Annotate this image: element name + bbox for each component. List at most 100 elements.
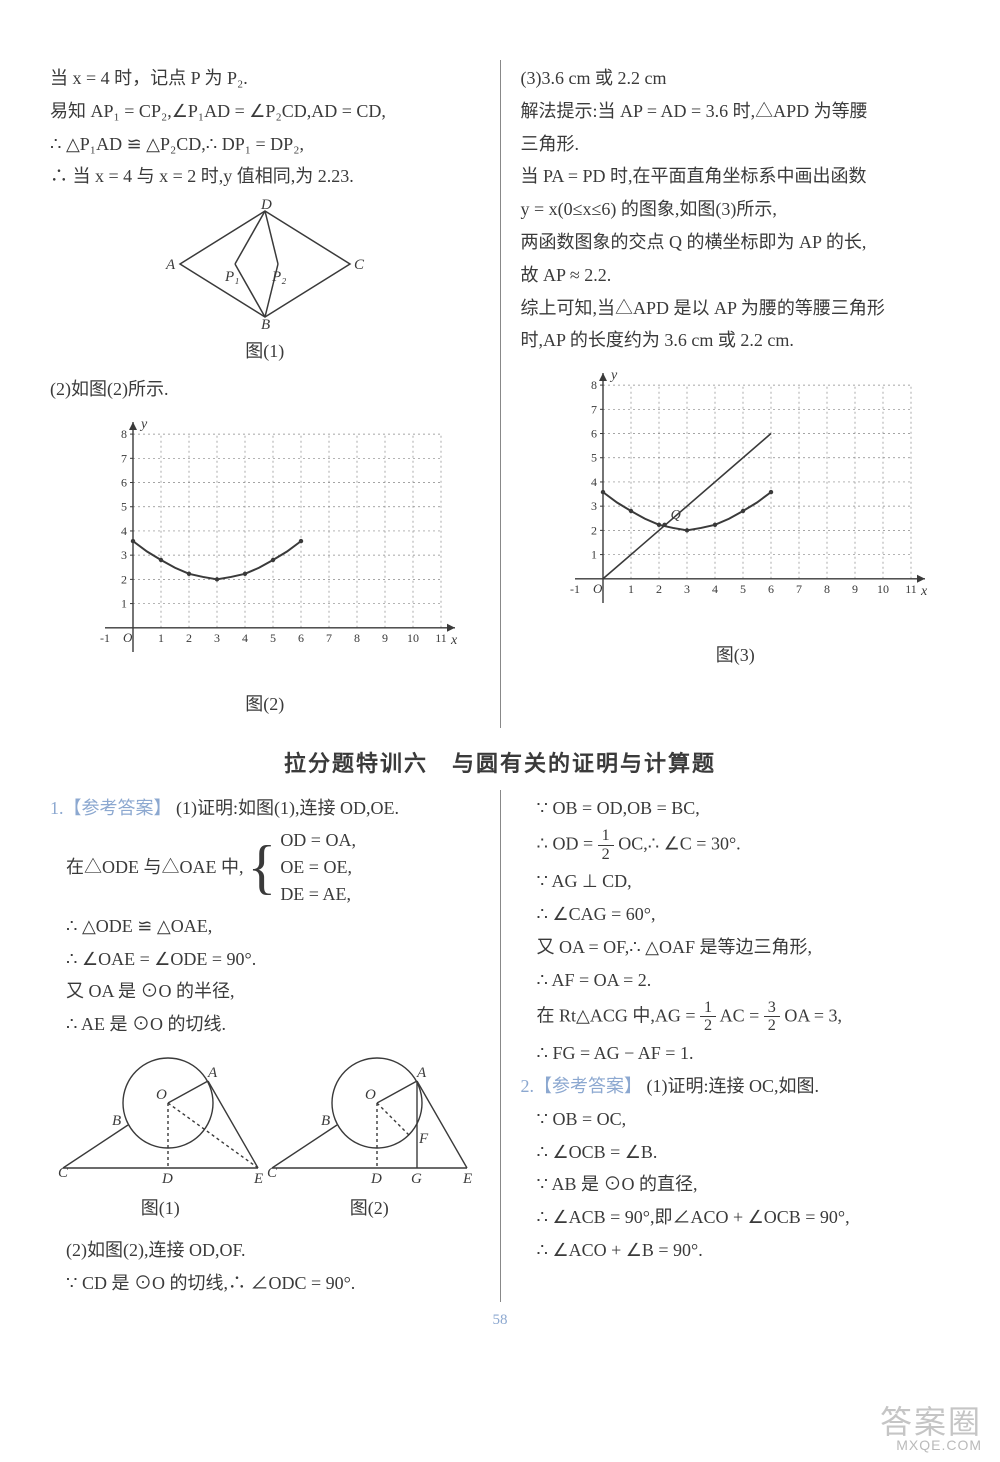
svg-text:6: 6 <box>298 631 304 645</box>
svg-text:6: 6 <box>591 427 597 441</box>
text-line: ∵ CD 是 ⊙O 的切线,∴ ∠ODC = 90°. <box>50 1269 480 1298</box>
svg-text:8: 8 <box>121 427 127 441</box>
text-line: (3)3.6 cm 或 2.2 cm <box>521 64 951 93</box>
svg-text:9: 9 <box>852 582 858 596</box>
chart-figure-3: -1123456789101112345678OxyQ <box>521 363 951 633</box>
text-line: 当 PA = PD 时,在平面直角坐标系中画出函数 <box>521 162 951 191</box>
text-line: ∵ OB = OC, <box>521 1105 951 1134</box>
svg-text:5: 5 <box>270 631 276 645</box>
svg-text:A: A <box>416 1065 427 1081</box>
text-line: 当 x = 4 时，记点 P 为 P₂. <box>50 64 480 93</box>
figure-caption: 图(1) <box>50 337 480 363</box>
brace-expression: 在△ODE 与△OAE 中, { OD = OA, OE = OE, DE = … <box>50 827 480 908</box>
svg-text:3: 3 <box>684 582 690 596</box>
svg-text:2: 2 <box>591 524 597 538</box>
page-number: 58 <box>50 1312 950 1329</box>
text-line: ∴ ∠ACB = 90°,即∠ACO + ∠OCB = 90°, <box>521 1203 951 1232</box>
top-right-column: (3)3.6 cm 或 2.2 cm 解法提示:当 AP = AD = 3.6 … <box>521 60 951 728</box>
text-line: ∴ ∠OCB = ∠B. <box>521 1138 951 1167</box>
svg-text:A: A <box>207 1065 218 1081</box>
watermark: 答案圈 MXQE.COM <box>880 1406 982 1452</box>
bottom-columns: 1.【参考答案】 (1)证明:如图(1),连接 OD,OE. 在△ODE 与△O… <box>50 790 950 1302</box>
watermark-url: MXQE.COM <box>880 1438 982 1452</box>
svg-text:O: O <box>365 1087 376 1103</box>
text-line: ∴ ∠OAE = ∠ODE = 90°. <box>50 945 480 974</box>
svg-text:1: 1 <box>628 582 634 596</box>
text-line: 三角形. <box>521 130 951 159</box>
text-line: ∴ △P₁AD ≌ △P₂CD,∴ DP₁ = DP₂, <box>50 130 480 159</box>
svg-text:x: x <box>920 584 928 599</box>
svg-text:C: C <box>58 1165 69 1181</box>
fraction: 32 <box>764 999 780 1036</box>
figure-caption: 图(2) <box>267 1194 472 1220</box>
svg-text:O: O <box>593 581 603 596</box>
section-title: 拉分题特训六 与圆有关的证明与计算题 <box>50 746 950 778</box>
svg-text:1: 1 <box>158 631 164 645</box>
svg-text:2: 2 <box>121 572 127 586</box>
svg-text:G: G <box>411 1171 422 1187</box>
svg-text:6: 6 <box>121 476 127 490</box>
svg-text:3: 3 <box>121 548 127 562</box>
reference-label: 1.【参考答案】 <box>50 798 172 818</box>
text-line: 两函数图象的交点 Q 的横坐标即为 AP 的长, <box>521 228 951 257</box>
text-line: ∴ AF = OA = 2. <box>521 966 951 995</box>
svg-text:B: B <box>112 1113 121 1129</box>
svg-text:P₂: P₂ <box>271 269 286 285</box>
rhombus-figure: A C D B P₁ P₂ <box>50 199 480 329</box>
text-line: 又 OA 是 ⊙O 的半径, <box>50 977 480 1006</box>
svg-text:4: 4 <box>712 582 718 596</box>
proof-text: (1)证明:连接 OC,如图. <box>647 1076 820 1096</box>
svg-text:Q: Q <box>671 508 681 523</box>
svg-text:y: y <box>139 417 148 432</box>
text-line: 时,AP 的长度约为 3.6 cm 或 2.2 cm. <box>521 326 951 355</box>
bottom-right-column: ∵ OB = OD,OB = BC, ∴ OD = 12 OC,∴ ∠C = 3… <box>521 790 951 1302</box>
svg-text:7: 7 <box>326 631 332 645</box>
text-line: (2)如图(2),连接 OD,OF. <box>50 1236 480 1265</box>
reference-label: 2.【参考答案】 <box>521 1076 643 1096</box>
svg-text:8: 8 <box>354 631 360 645</box>
svg-text:-1: -1 <box>100 631 110 645</box>
proof-text: (1)证明:如图(1),连接 OD,OE. <box>176 798 399 818</box>
figure-caption: 图(1) <box>58 1194 263 1220</box>
text-line: 故 AP ≈ 2.2. <box>521 261 951 290</box>
text-line: 综上可知,当△APD 是以 AP 为腰的等腰三角形 <box>521 294 951 323</box>
svg-text:B: B <box>321 1113 330 1129</box>
reference-answer: 1.【参考答案】 (1)证明:如图(1),连接 OD,OE. <box>50 794 480 823</box>
bottom-left-column: 1.【参考答案】 (1)证明:如图(1),连接 OD,OE. 在△ODE 与△O… <box>50 790 480 1302</box>
fraction-line: 在 Rt△ACG 中,AG = 12 AC = 32 OA = 3, <box>521 999 951 1036</box>
text-line: 又 OA = OF,∴ △OAF 是等边三角形, <box>521 933 951 962</box>
text-line: (2)如图(2)所示. <box>50 375 480 404</box>
brace-items: OD = OA, OE = OE, DE = AE, <box>280 827 356 908</box>
svg-text:A: A <box>165 257 176 273</box>
text-line: 解法提示:当 AP = AD = 3.6 时,△APD 为等腰 <box>521 97 951 126</box>
svg-text:4: 4 <box>121 524 127 538</box>
watermark-text: 答案圈 <box>880 1404 982 1440</box>
svg-text:O: O <box>123 630 133 645</box>
svg-text:B: B <box>261 317 270 329</box>
svg-text:x: x <box>450 633 458 648</box>
svg-text:-1: -1 <box>570 582 580 596</box>
text-line: ∴ ∠CAG = 60°, <box>521 900 951 929</box>
circle-figure-2: AB CD EO FG 图(2) <box>267 1043 472 1232</box>
brace-item: OE = OE, <box>280 854 356 881</box>
fraction: 12 <box>598 827 614 864</box>
reference-answer-2: 2.【参考答案】 (1)证明:连接 OC,如图. <box>521 1072 951 1101</box>
svg-text:5: 5 <box>121 500 127 514</box>
svg-text:3: 3 <box>591 499 597 513</box>
svg-text:D: D <box>260 199 272 213</box>
circle-figure-1: AB CD EO 图(1) <box>58 1043 263 1232</box>
fraction-line: ∴ OD = 12 OC,∴ ∠C = 30°. <box>521 827 951 864</box>
svg-text:C: C <box>354 257 365 273</box>
svg-text:P₁: P₁ <box>224 269 239 285</box>
svg-text:7: 7 <box>121 451 127 465</box>
text-line: ∴ △ODE ≌ △OAE, <box>50 912 480 941</box>
text-line: ∵ AB 是 ⊙O 的直径, <box>521 1170 951 1199</box>
text-line: 易知 AP₁ = CP₂,∠P₁AD = ∠P₂CD,AD = CD, <box>50 97 480 126</box>
fraction: 12 <box>700 999 716 1036</box>
svg-text:5: 5 <box>740 582 746 596</box>
brace-item: OD = OA, <box>280 827 356 854</box>
svg-text:11: 11 <box>435 631 447 645</box>
column-divider <box>500 60 501 728</box>
svg-text:9: 9 <box>382 631 388 645</box>
svg-text:D: D <box>161 1171 173 1187</box>
